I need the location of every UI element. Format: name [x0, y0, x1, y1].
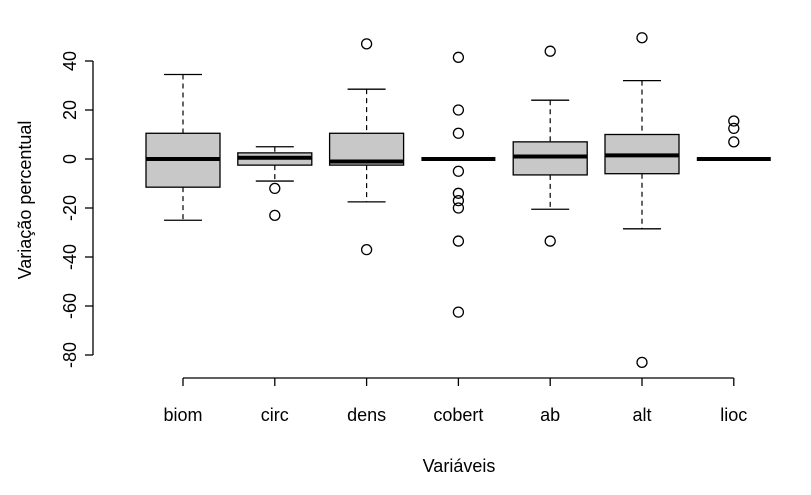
outlier-point [452, 194, 465, 207]
outlier-point [636, 32, 648, 44]
x-tick-label-dens: dens [347, 405, 386, 425]
box-ab [512, 45, 588, 247]
y-tick-label: -20 [60, 195, 80, 221]
box-dens [328, 38, 405, 256]
y-axis-title: Variação percentual [15, 121, 35, 280]
y-tick-label: -40 [60, 244, 80, 270]
boxes-layer [145, 32, 771, 369]
box-biom [145, 73, 221, 221]
y-tick-label: -60 [60, 293, 80, 319]
outlier-point [452, 202, 465, 214]
x-axis: biom circ dens cobert ab alt lioc [163, 377, 747, 425]
y-tick-label: 20 [60, 100, 80, 120]
outlier-point [728, 115, 740, 127]
outlier-point [452, 165, 465, 177]
outlier-point [452, 51, 465, 63]
outlier-point [360, 38, 373, 50]
y-axis: -80 -60 -40 -20 0 20 40 [60, 51, 94, 368]
outlier-point [452, 306, 465, 318]
outlier-point [360, 243, 373, 256]
box-circ [237, 146, 313, 222]
x-tick-label-alt: alt [632, 405, 651, 425]
outlier-point [452, 235, 465, 247]
y-tick-label: -80 [60, 342, 80, 368]
x-tick-label-cobert: cobert [433, 405, 483, 425]
outlier-point [728, 122, 740, 135]
outlier-point [544, 45, 556, 57]
outlier-point [728, 136, 740, 148]
outlier-point [452, 104, 465, 116]
outlier-point [544, 235, 556, 247]
outlier-point [452, 187, 465, 199]
y-tick-label: 0 [60, 154, 80, 164]
outlier-point [636, 356, 648, 369]
x-tick-label-lioc: lioc [720, 405, 747, 425]
x-axis-title: Variáveis [423, 456, 496, 476]
y-tick-label: 40 [60, 51, 80, 71]
outlier-point [452, 127, 465, 139]
outlier-point [269, 182, 281, 195]
x-tick-label-circ: circ [261, 405, 289, 425]
box-cobert [421, 51, 496, 318]
x-tick-label-biom: biom [163, 405, 202, 425]
box-lioc [696, 115, 771, 161]
x-tick-label-ab: ab [540, 405, 560, 425]
outlier-point [269, 209, 281, 222]
box-alt [604, 32, 680, 369]
